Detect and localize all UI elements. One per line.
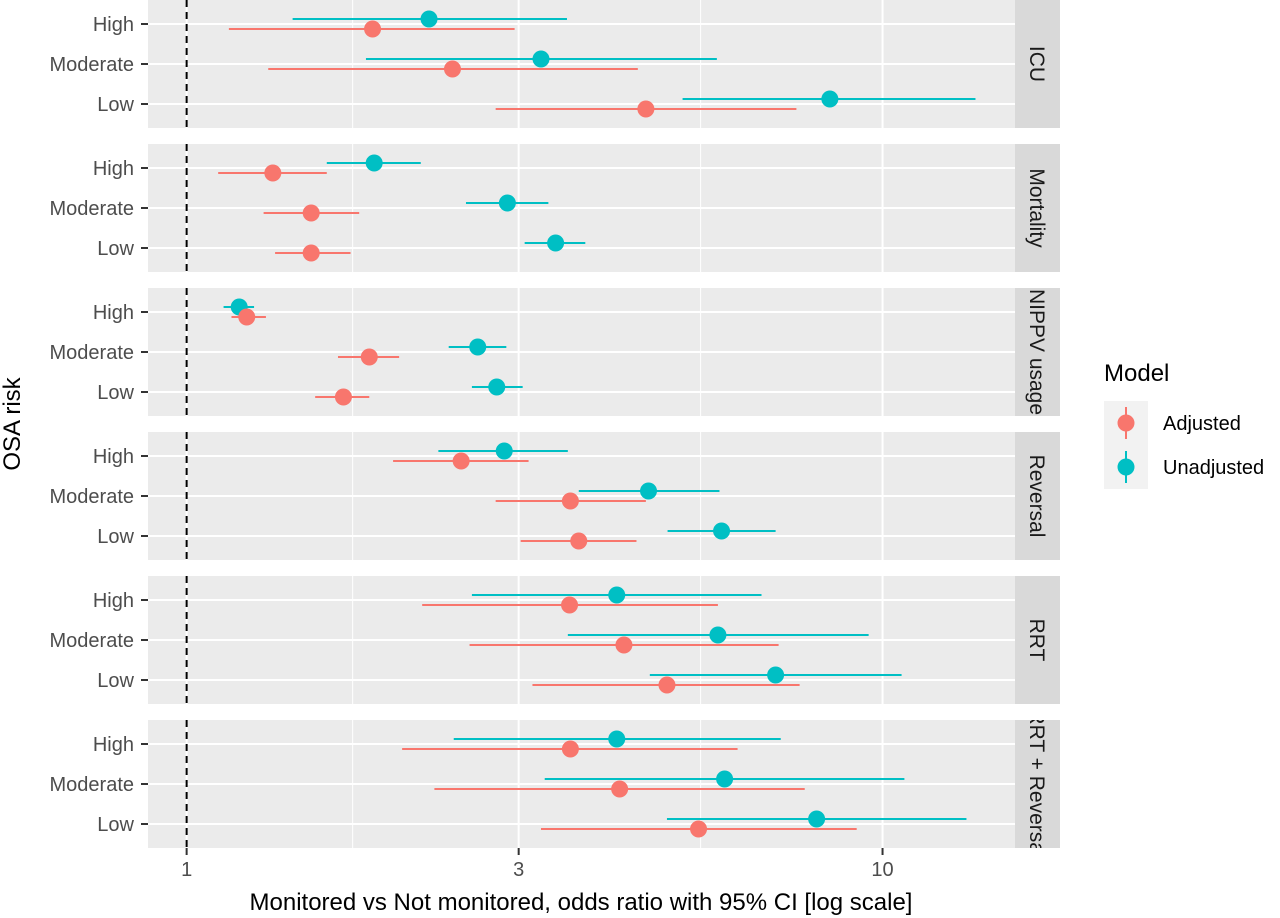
point-adjusted: [561, 492, 579, 510]
strip-label-group: ICU: [1025, 46, 1048, 82]
legend: Model Adjusted Unadjusted: [1104, 360, 1264, 489]
y-tick-label: Moderate: [50, 774, 135, 796]
point-adjusted: [452, 452, 470, 470]
facet-rrt-reversal: RRT + Reversal High Moderate Low: [50, 709, 1060, 858]
y-tick-label: High: [93, 590, 134, 612]
y-tick-label: Low: [97, 382, 134, 404]
point-unadjusted: [532, 50, 550, 68]
facet-reversal: Reversal High Moderate Low: [50, 432, 1060, 560]
point-unadjusted: [365, 154, 383, 172]
facet-strip-label: NIPPV usage: [1025, 289, 1048, 415]
point-adjusted: [658, 676, 676, 694]
facet-strip: [1015, 576, 1060, 704]
x-tick-label: 10: [871, 859, 893, 881]
y-tick-label: High: [93, 14, 134, 36]
y-tick-label: High: [93, 446, 134, 468]
point-adjusted: [611, 780, 629, 798]
x-axis-title: Monitored vs Not monitored, odds ratio w…: [250, 889, 913, 916]
y-tick-label: Low: [97, 814, 134, 836]
point-adjusted: [561, 596, 579, 614]
y-tick-label: Moderate: [50, 342, 135, 364]
point-adjusted: [690, 820, 708, 838]
point-adjusted: [360, 348, 378, 366]
point-unadjusted: [488, 378, 506, 396]
legend-title: Model: [1104, 360, 1169, 387]
y-axis-title: OSA risk: [0, 376, 26, 470]
facet-strip: [1015, 720, 1060, 848]
legend-key-point: [1117, 414, 1135, 432]
facet-strip: [1015, 0, 1060, 128]
point-adjusted: [302, 204, 320, 222]
point-unadjusted: [767, 666, 785, 684]
point-adjusted: [570, 532, 588, 550]
y-tick-label: Moderate: [50, 630, 135, 652]
point-unadjusted: [420, 10, 438, 28]
strip-label-group: RRT: [1025, 619, 1048, 662]
point-adjusted: [238, 308, 256, 326]
facet-strip: [1015, 432, 1060, 560]
y-tick-label: Moderate: [50, 198, 135, 220]
x-tick-label: 1: [181, 859, 192, 881]
point-unadjusted: [709, 626, 727, 644]
strip-label-group: NIPPV usage: [1025, 289, 1048, 415]
point-adjusted: [561, 740, 579, 758]
point-unadjusted: [469, 338, 487, 356]
y-tick-label: Moderate: [50, 54, 135, 76]
point-adjusted: [264, 164, 282, 182]
facet-strip-label: ICU: [1025, 46, 1048, 82]
point-unadjusted: [808, 810, 826, 828]
point-adjusted: [334, 388, 352, 406]
y-tick-label: High: [93, 734, 134, 756]
point-unadjusted: [498, 194, 516, 212]
point-adjusted: [637, 100, 655, 118]
y-tick-label: Low: [97, 526, 134, 548]
facet-rrt: RRT High Moderate Low: [50, 576, 1060, 704]
legend-label-unadjusted: Unadjusted: [1163, 457, 1264, 479]
x-tick-label: 3: [513, 859, 524, 881]
point-adjusted: [443, 60, 461, 78]
legend-label-adjusted: Adjusted: [1163, 413, 1241, 435]
point-unadjusted: [495, 442, 513, 460]
point-unadjusted: [608, 586, 626, 604]
y-tick-label: Low: [97, 670, 134, 692]
point-adjusted: [615, 636, 633, 654]
strip-label-group: RRT + Reversal: [1025, 709, 1048, 858]
strip-label-group: Mortality: [1025, 168, 1048, 248]
facet-strip: [1015, 288, 1060, 416]
point-unadjusted: [640, 482, 658, 500]
facet-icu: ICU High Moderate Low: [50, 0, 1060, 128]
facet-nippv-usage: NIPPV usage High Moderate Low: [50, 288, 1060, 416]
facet-strip: [1015, 144, 1060, 272]
point-adjusted: [364, 20, 382, 38]
point-adjusted: [302, 244, 320, 262]
point-unadjusted: [821, 90, 839, 108]
legend-key-point: [1117, 458, 1135, 476]
facet-mortality: Mortality High Moderate Low: [50, 144, 1060, 272]
facet-strip-label: RRT: [1025, 619, 1048, 662]
facet-strip-label: Reversal: [1025, 455, 1048, 538]
point-unadjusted: [716, 770, 734, 788]
x-axis: 1 3 10: [181, 848, 894, 881]
y-tick-label: Low: [97, 238, 134, 260]
y-tick-label: Low: [97, 94, 134, 116]
y-tick-label: High: [93, 158, 134, 180]
y-tick-label: Moderate: [50, 486, 135, 508]
facet-strip-label: Mortality: [1025, 168, 1048, 248]
strip-label-group: Reversal: [1025, 455, 1048, 538]
point-unadjusted: [713, 522, 731, 540]
point-unadjusted: [547, 234, 565, 252]
y-tick-label: High: [93, 302, 134, 324]
point-unadjusted: [608, 730, 626, 748]
facet-strip-label: RRT + Reversal: [1025, 709, 1048, 858]
facet-panels: ICU High Moderate Low Mortality High Moderate L…: [50, 0, 1060, 858]
